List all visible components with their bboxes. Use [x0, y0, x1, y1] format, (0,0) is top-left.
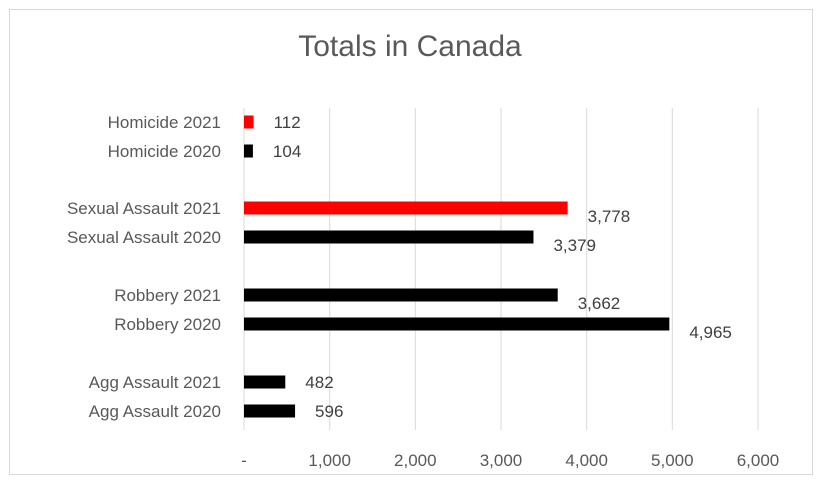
category-label: Homicide 2021 — [108, 113, 221, 132]
bar — [244, 404, 296, 418]
bar — [244, 201, 568, 215]
bar — [244, 288, 558, 302]
x-tick-label: - — [241, 451, 247, 470]
x-tick-label: 2,000 — [394, 451, 437, 470]
bar — [244, 115, 254, 129]
x-tick-label: 5,000 — [651, 451, 694, 470]
category-label: Robbery 2020 — [114, 315, 221, 334]
category-label: Robbery 2021 — [114, 286, 221, 305]
bar — [244, 144, 253, 158]
bar — [244, 230, 534, 244]
data-label: 482 — [305, 373, 333, 392]
x-tick-label: 3,000 — [480, 451, 523, 470]
data-label: 4,965 — [689, 323, 732, 342]
x-tick-label: 6,000 — [737, 451, 780, 470]
data-label: 596 — [315, 402, 343, 421]
bar — [244, 317, 670, 331]
category-label: Agg Assault 2021 — [89, 373, 221, 392]
category-label: Homicide 2020 — [108, 142, 221, 161]
bar — [244, 375, 286, 389]
category-label: Sexual Assault 2021 — [67, 199, 221, 218]
data-label: 104 — [273, 142, 301, 161]
data-label: 3,379 — [553, 236, 596, 255]
data-label: 3,662 — [578, 294, 621, 313]
chart-title: Totals in Canada — [298, 30, 522, 63]
data-label: 112 — [274, 113, 301, 132]
category-label: Sexual Assault 2020 — [67, 228, 221, 247]
data-label: 3,778 — [588, 207, 631, 226]
x-tick-label: 4,000 — [565, 451, 608, 470]
category-label: Agg Assault 2020 — [89, 402, 221, 421]
x-tick-label: 1,000 — [308, 451, 351, 470]
